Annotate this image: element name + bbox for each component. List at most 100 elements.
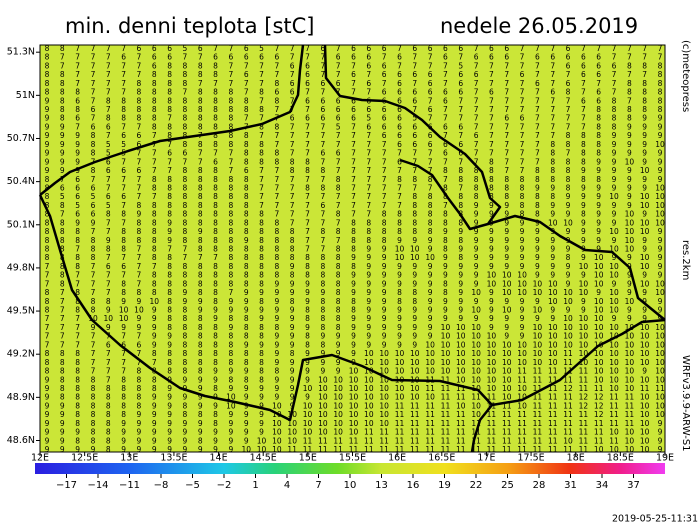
grid-value: 10: [640, 332, 650, 341]
grid-value: 7: [152, 192, 157, 201]
grid-value: 10: [594, 279, 604, 288]
grid-value: 5: [60, 192, 65, 201]
grid-value: 9: [658, 314, 663, 323]
grid-value: 7: [244, 114, 249, 123]
grid-value: 7: [274, 210, 279, 219]
grid-value: 11: [579, 367, 589, 376]
grid-value: 10: [379, 401, 389, 410]
grid-value: 6: [91, 210, 96, 219]
grid-value: 9: [520, 314, 525, 323]
grid-value: 7: [489, 79, 494, 88]
grid-value: 6: [366, 44, 371, 53]
grid-value: 6: [274, 53, 279, 62]
grid-value: 10: [533, 288, 543, 297]
grid-value: 9: [566, 245, 571, 254]
grid-value: 8: [351, 306, 356, 315]
grid-value: 9: [658, 419, 663, 428]
grid-value: 7: [642, 70, 647, 79]
grid-value: 9: [489, 297, 494, 306]
grid-value: 7: [504, 88, 509, 97]
grid-value: 7: [229, 70, 234, 79]
grid-value: 8: [627, 61, 632, 70]
grid-value: 8: [91, 410, 96, 419]
grid-value: 8: [612, 105, 617, 114]
border-line: [470, 404, 493, 453]
grid-value: 9: [612, 131, 617, 140]
grid-value: 7: [305, 122, 310, 131]
grid-value: 10: [609, 349, 619, 358]
grid-value: 7: [397, 44, 402, 53]
grid-value: 7: [443, 70, 448, 79]
grid-value: 7: [412, 166, 417, 175]
grid-value: 6: [75, 96, 80, 105]
grid-value: 9: [45, 157, 50, 166]
grid-value: 9: [336, 367, 341, 376]
grid-value: 10: [456, 340, 466, 349]
grid-value: 8: [60, 79, 65, 88]
grid-value: 7: [121, 358, 126, 367]
grid-value: 7: [550, 96, 555, 105]
grid-value: 7: [458, 157, 463, 166]
grid-value: 8: [658, 105, 663, 114]
grid-value: 8: [229, 236, 234, 245]
grid-value: 8: [137, 218, 142, 227]
grid-value: 5: [75, 201, 80, 210]
grid-value: 8: [75, 306, 80, 315]
grid-value: 9: [520, 245, 525, 254]
grid-value: 8: [244, 105, 249, 114]
grid-value: 6: [229, 53, 234, 62]
grid-value: 8: [229, 271, 234, 280]
grid-value: 8: [581, 140, 586, 149]
grid-value: 6: [121, 192, 126, 201]
grid-value: 10: [563, 218, 573, 227]
grid-value: 8: [91, 306, 96, 315]
grid-value: 7: [137, 262, 142, 271]
grid-value: 7: [581, 44, 586, 53]
grid-value: 9: [351, 279, 356, 288]
grid-value: 10: [640, 279, 650, 288]
grid-value: 9: [412, 332, 417, 341]
grid-value: 9: [198, 297, 203, 306]
grid-value: 6: [382, 44, 387, 53]
grid-value: 7: [152, 166, 157, 175]
grid-value: 9: [612, 183, 617, 192]
border-line: [487, 214, 666, 321]
colorbar-ticks: −17 −14 −11 −8 −5 −2 1 4 7 10 13 16 19 22 25 28 31 34 37: [56, 474, 640, 491]
grid-value: 10: [318, 393, 328, 402]
grid-value: 8: [106, 210, 111, 219]
grid-value: 8: [198, 367, 203, 376]
grid-value: 9: [658, 436, 663, 445]
grid-value: 6: [106, 340, 111, 349]
grid-value: 10: [441, 358, 451, 367]
grid-value: 12: [579, 401, 589, 410]
grid-value: 8: [336, 227, 341, 236]
grid-value: 8: [106, 410, 111, 419]
grid-value: 8: [428, 192, 433, 201]
grid-value: 7: [152, 262, 157, 271]
grid-value: 7: [412, 157, 417, 166]
grid-value: 9: [213, 314, 218, 323]
grid-value: 10: [487, 340, 497, 349]
grid-value: 8: [566, 183, 571, 192]
colorbar-tick-label: −8: [154, 480, 169, 491]
grid-value: 8: [121, 393, 126, 402]
grid-value: 9: [581, 192, 586, 201]
grid-value: 7: [137, 192, 142, 201]
grid-value: 6: [274, 88, 279, 97]
grid-value: 11: [456, 419, 466, 428]
grid-value: 7: [520, 53, 525, 62]
grid-value: 6: [137, 131, 142, 140]
grid-value: 6: [443, 96, 448, 105]
grid-value: 6: [397, 70, 402, 79]
grid-value: 11: [349, 445, 359, 454]
grid-value: 9: [627, 140, 632, 149]
grid-value: 7: [366, 183, 371, 192]
grid-value: 8: [229, 175, 234, 184]
grid-value: 6: [336, 105, 341, 114]
grid-value: 10: [119, 306, 129, 315]
grid-value: 7: [91, 44, 96, 53]
grid-value: 10: [471, 367, 481, 376]
grid-value: 10: [563, 297, 573, 306]
grid-value: 7: [412, 149, 417, 158]
grid-value: 8: [229, 218, 234, 227]
